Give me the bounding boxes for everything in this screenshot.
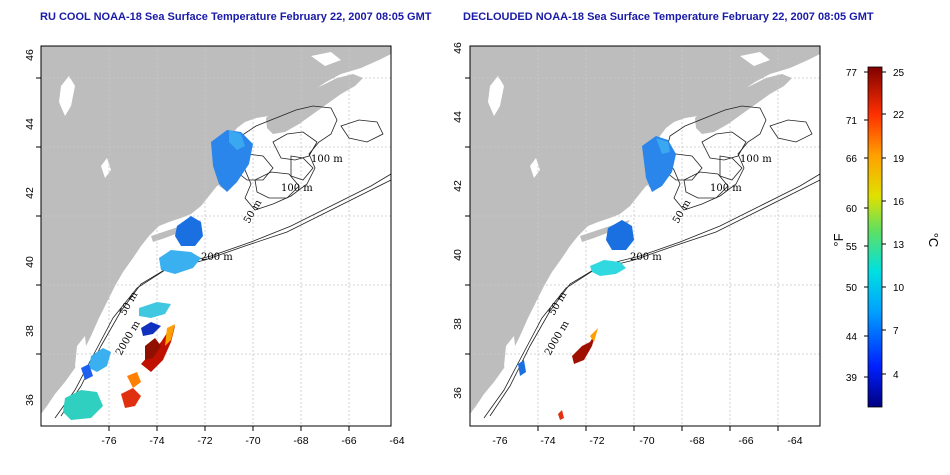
left-sst-map: 100 m 100 m 50 m 200 m 50 m 2000 m: [40, 45, 392, 427]
celsius-unit-label: °C: [926, 233, 941, 248]
lon-tick: -66: [341, 435, 356, 447]
fahrenheit-tick: 44: [846, 332, 858, 343]
lat-tick: 36: [24, 394, 36, 406]
celsius-tick: 13: [893, 240, 905, 251]
fahrenheit-tick: 66: [846, 154, 858, 165]
left-map-title: RU COOL NOAA-18 Sea Surface Temperature …: [40, 11, 432, 23]
contour-label: 200 m: [201, 252, 233, 263]
sst-patch: [590, 260, 626, 276]
celsius-tick: 25: [893, 68, 905, 79]
celsius-tick: 7: [893, 326, 899, 337]
lat-tick: 40: [452, 249, 464, 261]
lon-tick: -72: [197, 435, 212, 447]
fahrenheit-tick: 39: [846, 373, 858, 384]
temperature-colorbar: 77 71 66 60 55 50 44 39 25 22 19 16 13 1…: [831, 66, 941, 408]
lat-tick: 38: [452, 318, 464, 330]
lon-tick: -74: [540, 435, 555, 447]
fahrenheit-tick: 50: [846, 283, 858, 294]
fahrenheit-tick: 60: [846, 204, 858, 215]
fahrenheit-tick: 77: [846, 68, 858, 79]
lon-tick: -74: [149, 435, 164, 447]
right-axes: -76 -74 -72 -70 -68 -66 -64 36 38 40 42 …: [452, 42, 803, 447]
right-sst-map: 100 m 100 m 50 m 200 m 50 m 2000 m: [469, 45, 821, 427]
lat-tick: 46: [24, 49, 36, 61]
celsius-tick: 10: [893, 283, 905, 294]
lat-tick: 42: [452, 180, 464, 192]
celsius-tick: 4: [893, 370, 899, 381]
lon-tick: -72: [589, 435, 604, 447]
contour-label: 100 m: [710, 183, 742, 194]
contour-label: 100 m: [281, 183, 313, 194]
left-axes: -76 -74 -72 -70 -68 -66 -64 36 38 40 42 …: [24, 49, 405, 447]
lat-tick: 44: [452, 111, 464, 123]
lon-tick: -76: [101, 435, 116, 447]
lon-tick: -68: [689, 435, 704, 447]
fahrenheit-tick: 55: [846, 242, 858, 253]
celsius-tick: 19: [893, 154, 905, 165]
contour-label: 100 m: [740, 154, 772, 165]
lon-tick: -70: [245, 435, 260, 447]
lon-tick: -64: [389, 435, 404, 447]
lon-tick: -70: [639, 435, 654, 447]
sst-patch: [175, 216, 203, 246]
lon-tick: -66: [738, 435, 753, 447]
sst-patch: [63, 390, 103, 420]
lat-tick: 36: [452, 387, 464, 399]
contour-label: 200 m: [630, 252, 662, 263]
fahrenheit-unit-label: °F: [831, 233, 846, 246]
contour-label: 100 m: [311, 154, 343, 165]
lat-tick: 46: [452, 42, 464, 54]
sst-patch: [159, 250, 201, 274]
lat-tick: 40: [24, 256, 36, 268]
celsius-tick: 22: [893, 110, 905, 121]
celsius-tick: 16: [893, 197, 905, 208]
lat-tick: 42: [24, 187, 36, 199]
sst-patch: [89, 348, 111, 372]
lon-tick: -68: [293, 435, 308, 447]
colorbar-gradient: [867, 66, 883, 408]
right-map-title: DECLOUDED NOAA-18 Sea Surface Temperatur…: [463, 11, 874, 23]
sst-patch: [606, 220, 634, 250]
lat-tick: 38: [24, 325, 36, 337]
lat-tick: 44: [24, 118, 36, 130]
sst-patch: [572, 332, 596, 364]
lon-tick: -64: [787, 435, 802, 447]
fahrenheit-tick: 71: [846, 116, 858, 127]
lon-tick: -76: [492, 435, 507, 447]
